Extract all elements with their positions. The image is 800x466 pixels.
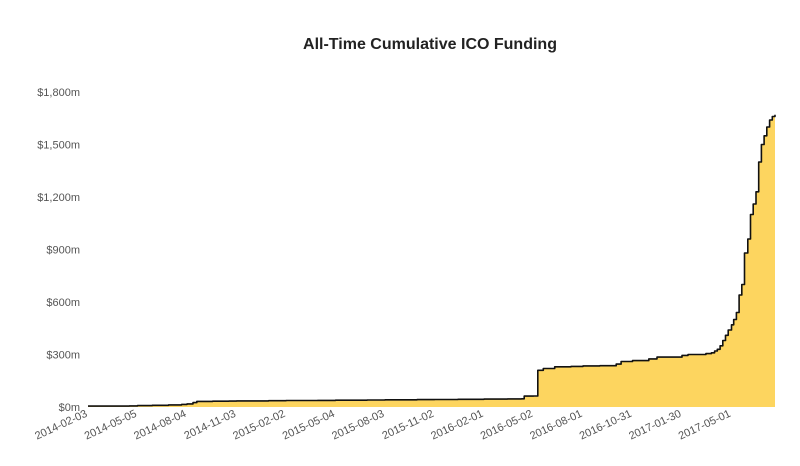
x-tick-label: 2015-05-04 bbox=[281, 408, 337, 443]
funding-area bbox=[88, 114, 775, 408]
y-tick-label: $900m bbox=[46, 245, 80, 257]
x-tick-label: 2016-05-02 bbox=[479, 408, 535, 443]
x-tick-label: 2014-05-05 bbox=[83, 408, 139, 443]
x-tick-label: 2014-11-03 bbox=[182, 408, 237, 442]
x-tick-label: 2014-08-04 bbox=[132, 408, 188, 443]
x-tick-label: 2015-11-02 bbox=[380, 408, 435, 442]
x-tick-label: 2016-02-01 bbox=[429, 408, 485, 443]
x-tick-label: 2017-05-01 bbox=[677, 408, 733, 443]
x-tick-label: 2016-08-01 bbox=[528, 408, 584, 443]
y-tick-label: $600m bbox=[46, 297, 80, 309]
x-tick-label: 2015-08-03 bbox=[330, 408, 386, 443]
y-tick-label: $0m bbox=[59, 402, 80, 414]
x-tick-label: 2015-02-02 bbox=[231, 408, 287, 443]
y-tick-label: $300m bbox=[46, 350, 80, 362]
y-tick-label: $1,200m bbox=[37, 192, 80, 204]
x-tick-label: 2017-01-30 bbox=[627, 408, 683, 443]
y-tick-label: $1,800m bbox=[37, 87, 80, 99]
y-tick-label: $1,500m bbox=[37, 140, 80, 152]
chart-title: All-Time Cumulative ICO Funding bbox=[303, 36, 557, 53]
x-tick-label: 2016-10-31 bbox=[578, 408, 634, 443]
funding-line bbox=[88, 114, 776, 407]
